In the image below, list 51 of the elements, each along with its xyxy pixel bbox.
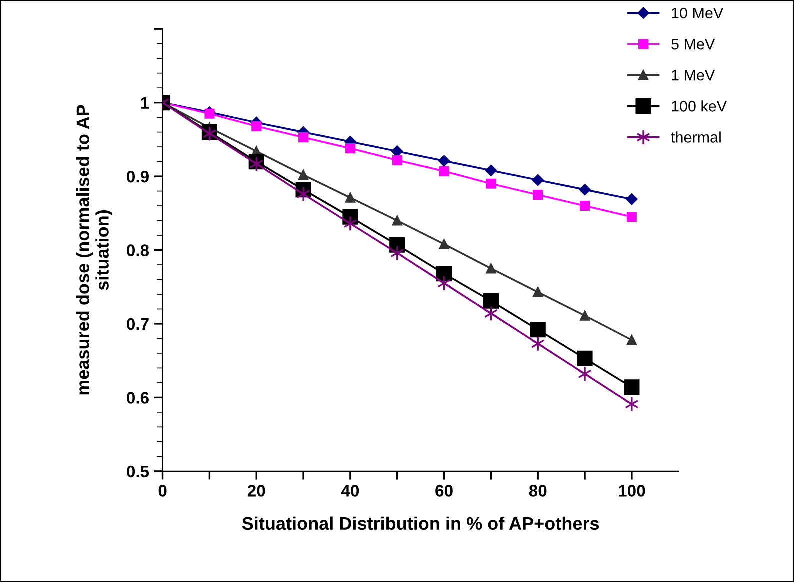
y-axis-title: measured dose (normalised to AP situation) [76,105,113,395]
point [580,201,590,212]
point [392,216,402,226]
point [204,108,215,119]
point [483,293,499,309]
y-tick-label: 0.6 [127,392,149,404]
point [577,350,593,366]
point [298,132,309,142]
y-tick-label: 0.7 [127,318,149,330]
x-tick-label: 100 [619,485,646,497]
point [625,396,639,412]
y-tick-label: 0.8 [127,244,150,256]
point [486,178,496,189]
y-tick-label: 0.9 [127,170,149,183]
point [485,164,497,176]
y-tick-label: 1 [141,97,150,109]
legend-label: 5 MeV [672,39,716,50]
point [298,170,309,180]
legend-label: 10 MeV [672,8,724,19]
point [345,144,356,154]
point [530,322,546,338]
point [436,266,452,282]
point [578,366,592,382]
point [626,194,638,206]
x-tick-label: 80 [529,485,547,497]
point [252,121,262,132]
point [439,166,450,176]
legend-label: 100 keV [672,100,727,112]
point [296,186,310,202]
point [533,190,544,200]
y-tick-label: 0.5 [127,466,150,478]
x-tick-label: 60 [436,485,453,497]
point [438,155,450,167]
x-tick-label: 40 [341,485,360,497]
point [626,212,637,222]
point [392,155,402,166]
x-tick-label: 0 [158,485,167,497]
point [486,264,496,274]
point [580,310,590,321]
x-tick-label: 20 [248,485,266,497]
point [345,192,356,203]
point [626,335,637,346]
point [532,174,544,186]
point [579,184,591,196]
legend-label: 1 MeV [672,70,716,81]
point [439,239,450,250]
point [344,216,358,232]
legend-label: thermal [671,132,721,143]
point [624,380,640,396]
point [533,287,544,298]
x-axis-title: Situational Distribution in % of AP+others [242,516,600,530]
